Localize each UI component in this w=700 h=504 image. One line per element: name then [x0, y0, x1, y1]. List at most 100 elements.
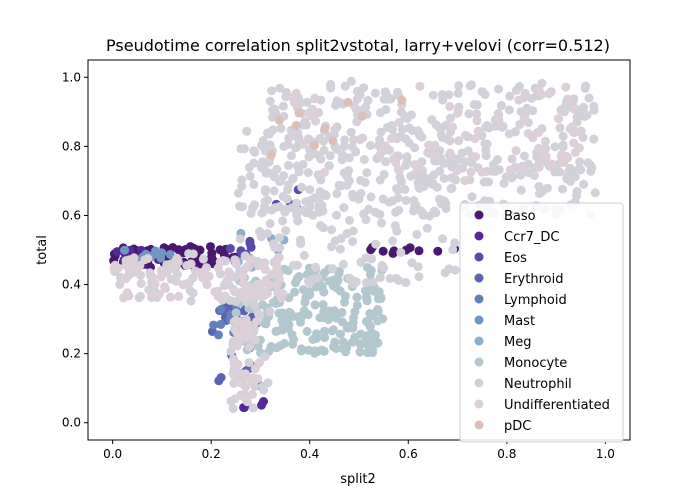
point-neutrophil — [236, 144, 246, 154]
point-undifferentiated — [172, 253, 182, 263]
point-neutrophil — [572, 187, 582, 196]
point-undifferentiated — [546, 159, 556, 169]
point-undifferentiated — [519, 164, 529, 174]
point-neutrophil — [446, 184, 456, 194]
point-undifferentiated — [264, 280, 274, 290]
legend-marker — [474, 399, 484, 409]
point-undifferentiated — [412, 160, 422, 170]
point-neutrophil — [584, 93, 594, 103]
point-monocyte — [302, 326, 312, 336]
point-neutrophil — [263, 195, 273, 205]
point-undifferentiated — [109, 263, 119, 273]
point-neutrophil — [308, 210, 318, 220]
point-neutrophil — [282, 204, 292, 214]
point-monocyte — [373, 316, 383, 326]
point-undifferentiated — [511, 146, 521, 156]
point-undifferentiated — [136, 279, 146, 288]
point-ccr7-dc — [112, 247, 122, 257]
point-neutrophil — [325, 151, 335, 161]
point-neutrophil — [425, 211, 435, 221]
point-neutrophil — [511, 85, 521, 95]
point-undifferentiated — [561, 82, 571, 92]
point-neutrophil — [444, 90, 454, 100]
point-undifferentiated — [569, 138, 579, 148]
point-neutrophil — [263, 229, 272, 238]
point-undifferentiated — [534, 162, 544, 172]
point-neutrophil — [375, 175, 385, 185]
point-pdc — [328, 136, 338, 146]
point-monocyte — [299, 306, 309, 316]
point-undifferentiated — [519, 113, 529, 123]
point-neutrophil — [572, 112, 582, 122]
point-eos — [225, 244, 235, 253]
point-neutrophil — [344, 215, 354, 225]
point-neutrophil — [346, 76, 356, 86]
point-neutrophil — [465, 81, 475, 91]
point-neutrophil — [327, 242, 336, 252]
point-undifferentiated — [445, 102, 455, 111]
point-undifferentiated — [241, 382, 251, 392]
point-undifferentiated — [359, 155, 369, 165]
point-undifferentiated — [147, 290, 157, 300]
point-undifferentiated — [565, 124, 575, 134]
point-undifferentiated — [554, 114, 563, 124]
point-neutrophil — [299, 251, 309, 260]
point-neutrophil — [558, 140, 568, 150]
point-neutrophil — [293, 216, 303, 226]
point-neutrophil — [276, 123, 286, 133]
point-monocyte — [355, 347, 365, 357]
point-undifferentiated — [230, 394, 240, 404]
point-neutrophil — [381, 157, 391, 167]
point-monocyte — [337, 317, 347, 327]
point-undifferentiated — [534, 128, 543, 137]
point-neutrophil — [261, 185, 270, 195]
point-neutrophil — [402, 152, 412, 162]
point-neutrophil — [480, 177, 490, 187]
point-undifferentiated — [128, 256, 138, 266]
point-undifferentiated — [121, 274, 131, 284]
point-undifferentiated — [228, 369, 238, 378]
point-neutrophil — [397, 124, 407, 134]
point-neutrophil — [497, 122, 507, 132]
point-neutrophil — [351, 277, 361, 287]
point-neutrophil — [589, 134, 599, 144]
point-undifferentiated — [213, 292, 223, 301]
point-neutrophil — [578, 133, 588, 142]
point-monocyte — [374, 287, 384, 297]
point-undifferentiated — [225, 268, 235, 278]
point-neutrophil — [298, 159, 308, 169]
point-neutrophil — [260, 352, 270, 362]
point-neutrophil — [361, 102, 371, 112]
point-undifferentiated — [160, 283, 170, 293]
point-undifferentiated — [243, 332, 253, 342]
point-undifferentiated — [246, 255, 255, 265]
point-pdc — [397, 95, 407, 105]
point-neutrophil — [535, 189, 544, 199]
legend-marker — [474, 252, 484, 262]
point-monocyte — [360, 286, 370, 296]
point-neutrophil — [134, 293, 144, 303]
point-monocyte — [317, 281, 327, 291]
point-undifferentiated — [228, 340, 238, 350]
point-neutrophil — [267, 86, 277, 96]
legend-marker — [474, 210, 484, 220]
point-neutrophil — [348, 192, 358, 202]
point-neutrophil — [248, 403, 258, 413]
point-neutrophil — [265, 307, 275, 317]
y-tick-label: 0.2 — [62, 347, 81, 361]
point-undifferentiated — [473, 126, 483, 136]
point-neutrophil — [319, 145, 329, 155]
point-monocyte — [319, 346, 329, 356]
point-neutrophil — [416, 206, 426, 216]
point-neutrophil — [504, 129, 514, 139]
point-undifferentiated — [471, 152, 481, 162]
point-undifferentiated — [234, 330, 243, 340]
point-neutrophil — [484, 123, 494, 133]
legend-marker — [474, 357, 484, 367]
point-neutrophil — [556, 105, 566, 115]
point-monocyte — [370, 330, 380, 340]
point-undifferentiated — [319, 167, 329, 177]
point-neutrophil — [537, 78, 547, 88]
point-neutrophil — [407, 258, 417, 268]
point-neutrophil — [504, 105, 514, 115]
